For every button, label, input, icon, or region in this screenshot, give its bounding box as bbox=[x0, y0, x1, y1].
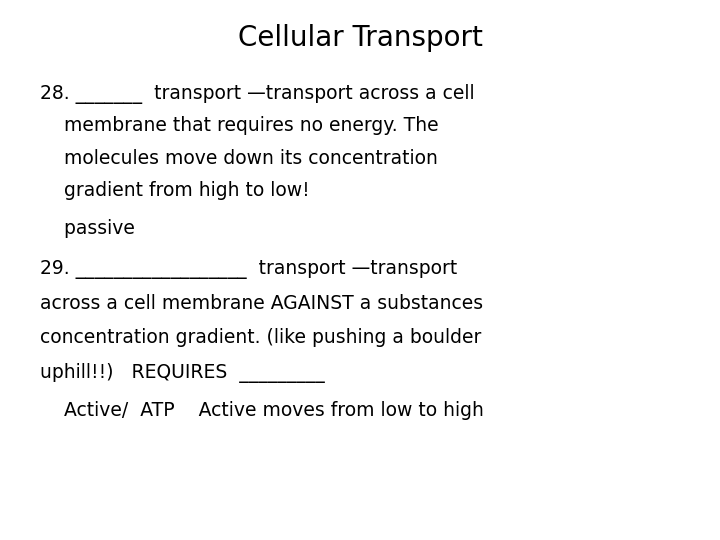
Text: across a cell membrane AGAINST a substances: across a cell membrane AGAINST a substan… bbox=[40, 294, 482, 313]
Text: molecules move down its concentration: molecules move down its concentration bbox=[40, 148, 438, 167]
Text: membrane that requires no energy. The: membrane that requires no energy. The bbox=[40, 116, 438, 135]
Text: Active/  ATP    Active moves from low to high: Active/ ATP Active moves from low to hig… bbox=[40, 401, 483, 420]
Text: gradient from high to low!: gradient from high to low! bbox=[40, 181, 310, 200]
Text: concentration gradient. (like pushing a boulder: concentration gradient. (like pushing a … bbox=[40, 328, 481, 347]
Text: Cellular Transport: Cellular Transport bbox=[238, 24, 482, 52]
Text: 29. __________________  transport —transport: 29. __________________ transport —transp… bbox=[40, 260, 457, 279]
Text: 28. _______  transport —transport across a cell: 28. _______ transport —transport across … bbox=[40, 84, 474, 104]
Text: uphill!!)   REQUIRES  _________: uphill!!) REQUIRES _________ bbox=[40, 363, 324, 383]
Text: passive: passive bbox=[40, 219, 135, 238]
